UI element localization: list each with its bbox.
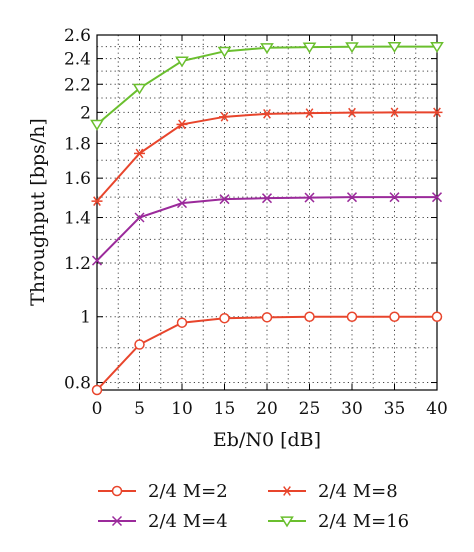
x-tick-label: 35 [384,399,406,419]
x-tick-label: 40 [426,399,448,419]
legend-entry-2-4-m-4: 2/4 M=4 [98,511,228,532]
y-tick-label: 1.8 [64,134,91,154]
data-point-2-4-m-8 [346,107,358,118]
data-point-2-4-m-2 [261,312,273,323]
legend-label: 2/4 M=4 [148,511,228,532]
data-point-2-4-m-16 [175,56,189,68]
data-point-2-4-m-4 [389,192,400,203]
data-point-2-4-m-16 [132,83,147,95]
x-tick-label: 10 [171,399,193,419]
y-tick-label: 1 [80,308,91,328]
data-point-2-4-m-2 [304,311,315,322]
y-tick-label: 2 [80,103,91,123]
axis-ticks: 0 5 10 15 20 25 30 35 40 0.8 1 1.2 1.4 1.6 1.8 2 2.2 2.4 2… [64,26,448,419]
data-point-2-4-m-8 [389,107,400,118]
y-tick-label: 2.6 [64,26,91,46]
legend-entry-2-4-m-2: 2/4 M=2 [98,481,228,502]
grid [97,34,437,390]
y-tick-label: 0.8 [64,374,91,394]
legend-entry-2-4-m-16: 2/4 M=16 [268,511,409,532]
data-point-2-4-m-16 [302,42,317,54]
data-point-2-4-m-2 [134,339,145,350]
data-point-2-4-m-8 [431,107,443,118]
legend-entry-2-4-m-8: 2/4 M=8 [268,481,398,502]
data-point-2-4-m-8 [261,108,273,119]
data-point-2-4-m-16 [260,43,274,55]
y-tick-label: 1.2 [64,254,91,274]
data-point-2-4-m-4 [91,255,103,266]
legend-marker [281,486,293,496]
legend: 2/4 M=2 2/4 M=8 2/4 M=4 2/4 M=16 [98,481,409,532]
y-axis-label: Throughput [bps/h] [27,118,49,306]
data-point-2-4-m-16 [345,42,359,54]
data-point-2-4-m-2 [91,384,103,396]
legend-marker [280,516,294,528]
y-tick-label: 2.4 [64,50,91,70]
data-point-2-4-m-8 [91,196,103,206]
x-tick-label: 30 [341,399,363,419]
data-point-2-4-m-8 [304,108,315,118]
legend-marker [111,515,123,527]
data-point-2-4-m-4 [219,194,230,205]
data-point-2-4-m-4 [134,212,145,223]
y-tick-label: 2.2 [64,75,91,95]
data-point-2-4-m-16 [430,41,444,53]
x-tick-label: 0 [92,399,103,419]
data-point-2-4-m-2 [219,312,230,324]
data-point-2-4-m-8 [134,148,145,159]
data-point-2-4-m-2 [346,311,358,322]
x-tick-label: 5 [134,399,145,419]
data-point-2-4-m-4 [261,193,273,204]
x-tick-label: 25 [299,399,321,419]
series-line-2-4-m-8 [96,111,437,202]
y-tick-label: 1.4 [64,209,91,229]
legend-label: 2/4 M=16 [318,511,409,532]
legend-label: 2/4 M=2 [148,481,228,502]
series-lines [90,41,444,396]
data-point-2-4-m-2 [176,317,188,328]
x-tick-label: 15 [214,399,236,419]
data-point-2-4-m-2 [431,311,443,322]
y-tick-label: 1.6 [64,169,91,189]
legend-label: 2/4 M=8 [318,481,398,502]
data-point-2-4-m-4 [431,192,443,203]
data-point-2-4-m-16 [217,46,232,58]
data-point-2-4-m-8 [176,119,188,130]
data-point-2-4-m-4 [346,192,358,203]
x-axis-label: Eb/N0 [dB] [213,429,321,451]
data-point-2-4-m-16 [90,119,104,131]
data-point-2-4-m-2 [389,311,400,322]
legend-marker [111,485,123,497]
data-point-2-4-m-8 [219,111,230,122]
data-point-2-4-m-4 [304,192,315,203]
data-point-2-4-m-4 [176,198,188,209]
x-tick-label: 20 [256,399,278,419]
data-point-2-4-m-16 [387,41,402,53]
